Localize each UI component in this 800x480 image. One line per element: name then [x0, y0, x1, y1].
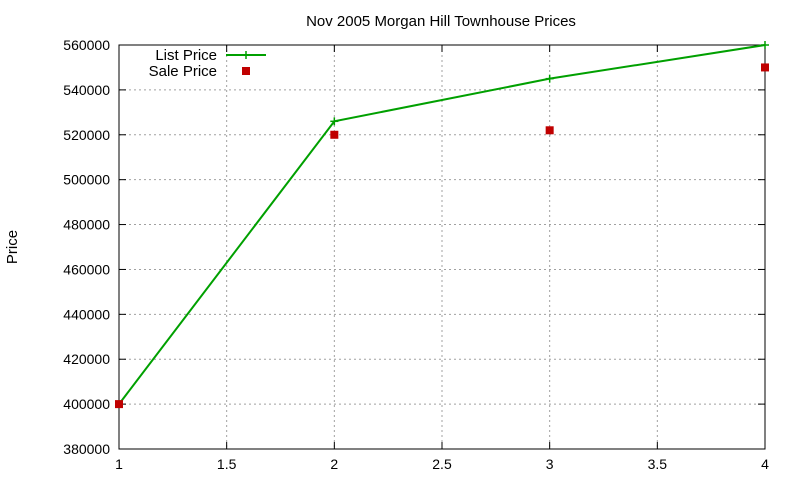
data-point [545, 74, 554, 83]
data-point [115, 400, 123, 409]
x-tick-label: 1.5 [217, 456, 237, 472]
y-tick-label: 460000 [63, 261, 110, 277]
y-tick-label: 500000 [63, 172, 110, 188]
y-tick-label: 540000 [63, 82, 110, 98]
legend-label: List Price [155, 47, 217, 64]
series-line [118, 44, 766, 405]
data-point [330, 130, 339, 139]
y-tick-label: 440000 [63, 306, 110, 322]
x-tick-label: 1 [115, 456, 123, 472]
x-tick-label: 2.5 [432, 456, 452, 472]
series-layer [115, 41, 769, 409]
y-tick-label: 400000 [63, 396, 110, 412]
y-tick-label: 480000 [63, 217, 110, 233]
x-tick-label: 3.5 [648, 456, 668, 472]
data-point [330, 117, 339, 126]
legend-label: Sale Price [149, 63, 217, 80]
y-tick-label: 380000 [63, 441, 110, 457]
y-tick-label: 560000 [63, 37, 110, 53]
series-sale-price [115, 63, 769, 409]
legend-marker [242, 51, 250, 59]
y-tick-label: 520000 [63, 127, 110, 143]
data-point [761, 41, 769, 49]
x-tick-label: 2 [330, 456, 338, 472]
axis-ticks: 1 1.5 2 2.5 3 3.5 4 380000 400000 420000 440000 460… [63, 37, 769, 472]
y-tick-label: 420000 [63, 351, 110, 367]
data-point [761, 63, 769, 72]
x-tick-label: 3 [546, 456, 554, 472]
data-point [545, 126, 554, 135]
grid [119, 45, 765, 449]
y-axis-title: Price [4, 230, 21, 264]
chart-title: Nov 2005 Morgan Hill Townhouse Prices [306, 13, 576, 30]
x-tick-label: 4 [761, 456, 769, 472]
legend-marker [242, 67, 250, 75]
